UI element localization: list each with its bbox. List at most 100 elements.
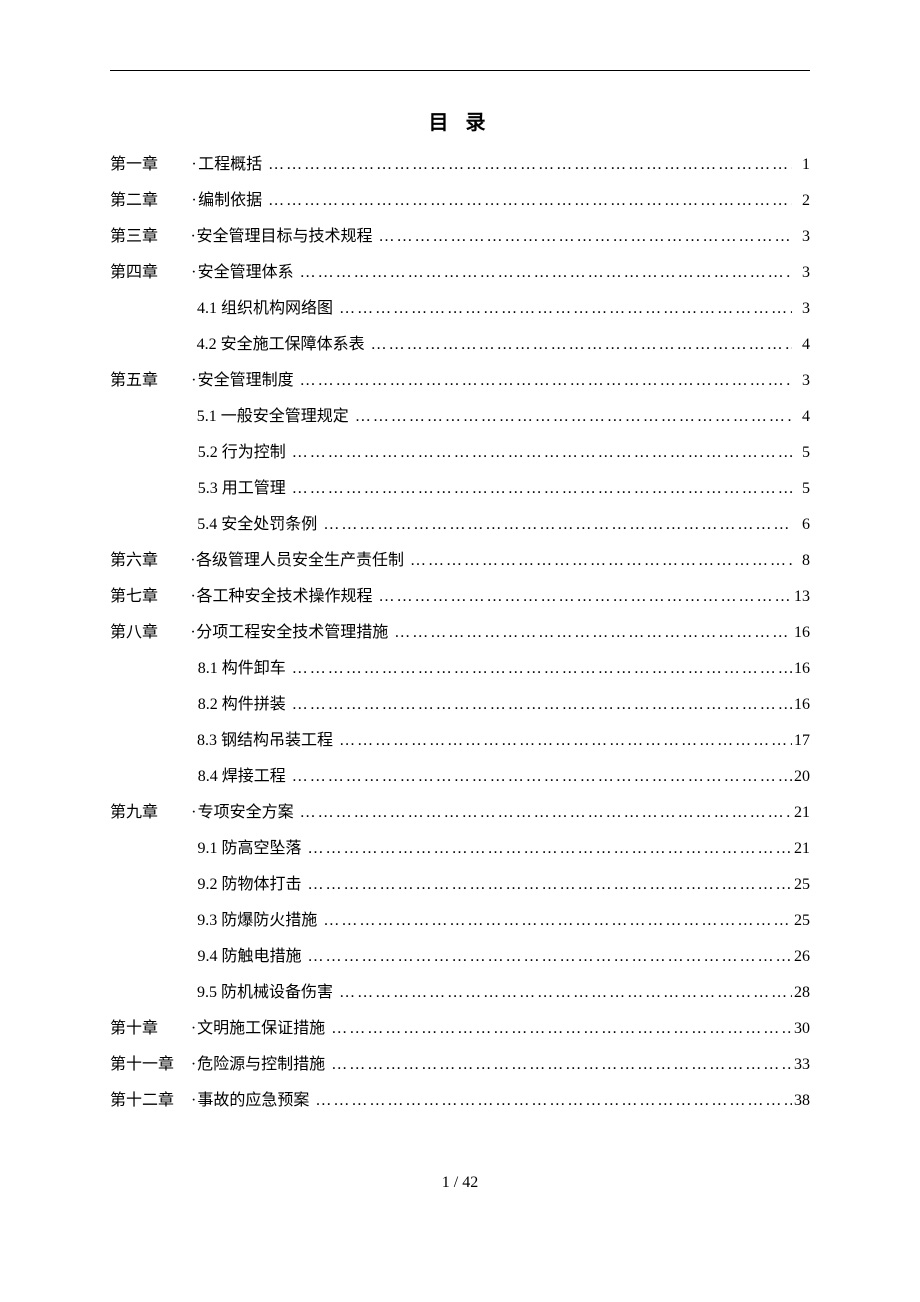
toc-leader-dots xyxy=(339,301,792,317)
toc-label: 9.2 防物体打击 xyxy=(198,877,308,893)
toc-row: 第十一章·危险源与控制措施33 xyxy=(110,1057,810,1073)
toc-row: 第七章·各工种安全技术操作规程13 xyxy=(110,589,810,605)
toc-row: 8.2 构件拼装 16 xyxy=(110,697,810,713)
toc-page-number: 21 xyxy=(792,841,810,857)
toc-page-number: 28 xyxy=(792,985,810,1001)
toc-page-number: 16 xyxy=(792,625,810,641)
toc-label: 各工种安全技术操作规程 xyxy=(196,589,378,605)
toc-leader-dots xyxy=(355,409,792,425)
toc-page-number: 33 xyxy=(792,1057,810,1073)
toc-chapter: 第八章 xyxy=(110,625,190,641)
toc-leader-dots xyxy=(300,805,792,821)
toc-leader-dots xyxy=(292,661,792,677)
toc-leader-dots xyxy=(339,985,792,1001)
toc-label: 安全管理制度 xyxy=(198,373,300,389)
toc-row: 9.2 防物体打击 25 xyxy=(110,877,810,893)
toc-page-number: 21 xyxy=(792,805,810,821)
toc-chapter: 第十章 xyxy=(110,1021,190,1037)
toc-page-number: 17 xyxy=(792,733,810,749)
toc-label: 工程概括 xyxy=(198,157,268,173)
toc-leader-dots xyxy=(331,1021,792,1037)
toc-label: 分项工程安全技术管理措施 xyxy=(196,625,394,641)
toc-leader-dots xyxy=(339,733,792,749)
toc-page-number: 16 xyxy=(792,661,810,677)
toc-chapter: 第九章 xyxy=(110,805,190,821)
toc-row: 9.1 防高空坠落 21 xyxy=(110,841,810,857)
toc-row: 8.3 钢结构吊装工程 17 xyxy=(110,733,810,749)
toc-page-number: 3 xyxy=(792,265,810,281)
toc-label: 安全管理目标与技术规程 xyxy=(196,229,378,245)
toc-label: 9.3 防爆防火措施 xyxy=(197,913,323,929)
toc-chapter: 第二章 xyxy=(110,193,190,209)
toc-row: 5.3 用工管理 5 xyxy=(110,481,810,497)
bullet-icon: · xyxy=(190,1093,197,1109)
toc-page-number: 2 xyxy=(792,193,810,209)
toc-row: 第十章·文明施工保证措施 30 xyxy=(110,1021,810,1037)
toc-leader-dots xyxy=(308,841,792,857)
toc-row: 5.4 安全处罚条例 6 xyxy=(110,517,810,533)
toc-leader-dots xyxy=(292,481,792,497)
toc-row: 第四章·安全管理体系3 xyxy=(110,265,810,281)
toc-page-number: 30 xyxy=(792,1021,810,1037)
toc-leader-dots xyxy=(378,589,792,605)
bullet-icon: · xyxy=(190,193,198,209)
toc-leader-dots xyxy=(292,697,792,713)
toc-page-number: 3 xyxy=(792,229,810,245)
toc-page-number: 4 xyxy=(792,409,810,425)
toc-row: 第一章·工程概括1 xyxy=(110,157,810,173)
bullet-icon: · xyxy=(190,805,198,821)
toc-leader-dots xyxy=(323,913,792,929)
toc-label: 编制依据 xyxy=(198,193,268,209)
toc-chapter: 第十二章 xyxy=(110,1093,190,1109)
toc-label: 9.1 防高空坠落 xyxy=(198,841,308,857)
toc-page-number: 5 xyxy=(792,481,810,497)
toc-label: 8.4 焊接工程 xyxy=(198,769,292,785)
toc-row: 第八章·分项工程安全技术管理措施16 xyxy=(110,625,810,641)
toc-leader-dots xyxy=(371,337,792,353)
toc-page-number: 3 xyxy=(792,301,810,317)
toc-leader-dots xyxy=(268,157,792,173)
toc-row: 5.1 一般安全管理规定 4 xyxy=(110,409,810,425)
toc-row: 第九章·专项安全方案21 xyxy=(110,805,810,821)
toc-page-number: 38 xyxy=(792,1093,810,1109)
toc-row: 8.1 构件卸车 16 xyxy=(110,661,810,677)
toc-page-number: 25 xyxy=(792,877,810,893)
toc-label: 8.1 构件卸车 xyxy=(198,661,292,677)
toc-row: 第十二章·事故的应急预案 38 xyxy=(110,1093,810,1109)
bullet-icon: · xyxy=(190,373,198,389)
toc-chapter: 第十一章 xyxy=(110,1057,190,1073)
toc-label: 9.4 防触电措施 xyxy=(198,949,308,965)
toc-label: 5.3 用工管理 xyxy=(198,481,292,497)
toc-label: 文明施工保证措施 xyxy=(197,1021,331,1037)
toc-leader-dots xyxy=(331,1057,792,1073)
toc-label: 事故的应急预案 xyxy=(197,1093,315,1109)
toc-label: 4.2 安全施工保障体系表 xyxy=(197,337,371,353)
toc-leader-dots xyxy=(394,625,792,641)
toc-label: 危险源与控制措施 xyxy=(197,1057,331,1073)
bullet-icon: · xyxy=(190,1021,197,1037)
toc-title: 目 录 xyxy=(110,106,810,135)
toc-label: 5.1 一般安全管理规定 xyxy=(197,409,355,425)
toc-leader-dots xyxy=(315,1093,792,1109)
toc-page-number: 1 xyxy=(792,157,810,173)
toc-chapter: 第七章 xyxy=(110,589,190,605)
toc-leader-dots xyxy=(323,517,792,533)
toc-page-number: 5 xyxy=(792,445,810,461)
toc-row: 第三章·安全管理目标与技术规程3 xyxy=(110,229,810,245)
toc-leader-dots xyxy=(378,229,792,245)
toc-page-number: 3 xyxy=(792,373,810,389)
toc-row: 9.5 防机械设备伤害28 xyxy=(110,985,810,1001)
toc-page-number: 6 xyxy=(792,517,810,533)
bullet-icon: · xyxy=(190,157,198,173)
toc-label: 各级管理人员安全生产责任制 xyxy=(196,553,410,569)
toc-row: 第五章·安全管理制度3 xyxy=(110,373,810,389)
toc-label: 8.3 钢结构吊装工程 xyxy=(197,733,339,749)
toc-row: 9.3 防爆防火措施25 xyxy=(110,913,810,929)
toc-label: 5.4 安全处罚条例 xyxy=(197,517,323,533)
toc-leader-dots xyxy=(292,769,792,785)
toc-leader-dots xyxy=(308,877,792,893)
toc-page-number: 16 xyxy=(792,697,810,713)
bullet-icon: · xyxy=(190,265,198,281)
toc-label: 5.2 行为控制 xyxy=(198,445,292,461)
toc-label: 8.2 构件拼装 xyxy=(198,697,292,713)
